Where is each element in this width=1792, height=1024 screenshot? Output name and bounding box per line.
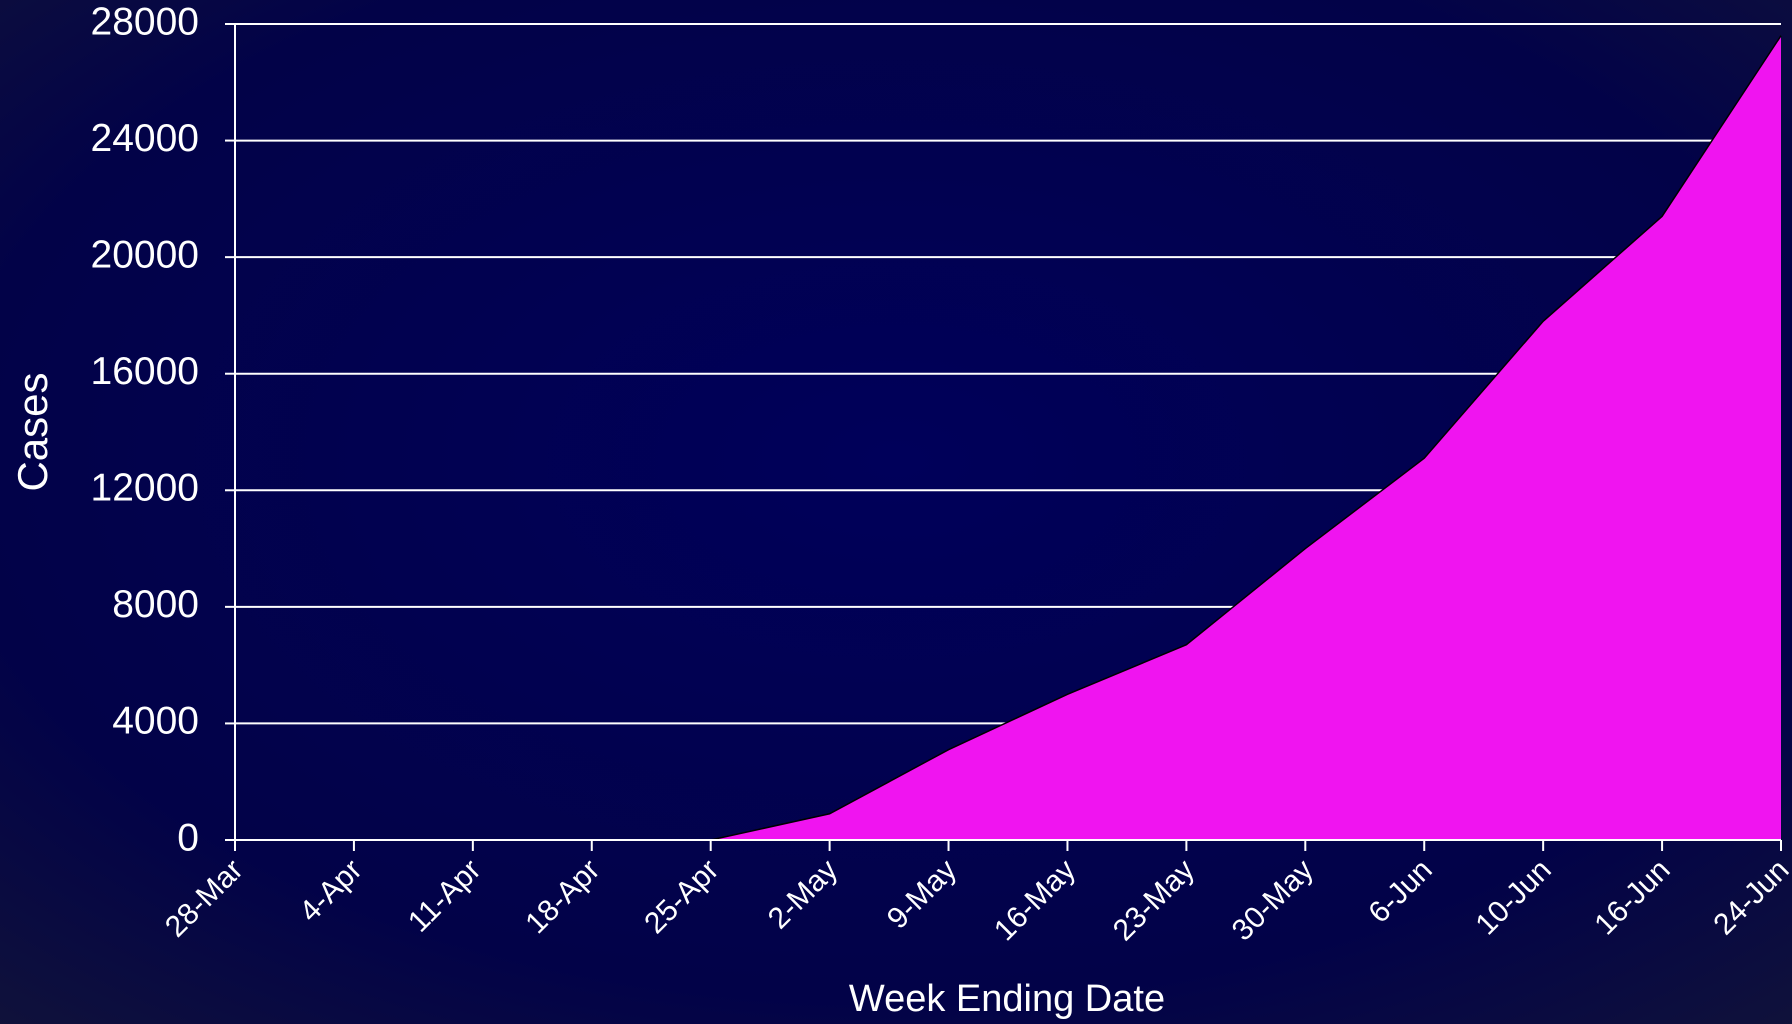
y-tick-label: 20000 [91, 233, 199, 276]
y-tick-label: 24000 [91, 117, 199, 160]
y-tick-label: 12000 [91, 467, 199, 510]
x-axis-title: Week Ending Date [849, 978, 1165, 1020]
y-tick-label: 4000 [112, 700, 199, 743]
area [235, 35, 1781, 840]
y-tick-label: 28000 [91, 0, 199, 43]
y-tick-label: 16000 [91, 350, 199, 393]
y-tick-label: 0 [177, 816, 199, 859]
y-tick-label: 8000 [112, 583, 199, 626]
y-axis-title: Cases [9, 372, 56, 491]
